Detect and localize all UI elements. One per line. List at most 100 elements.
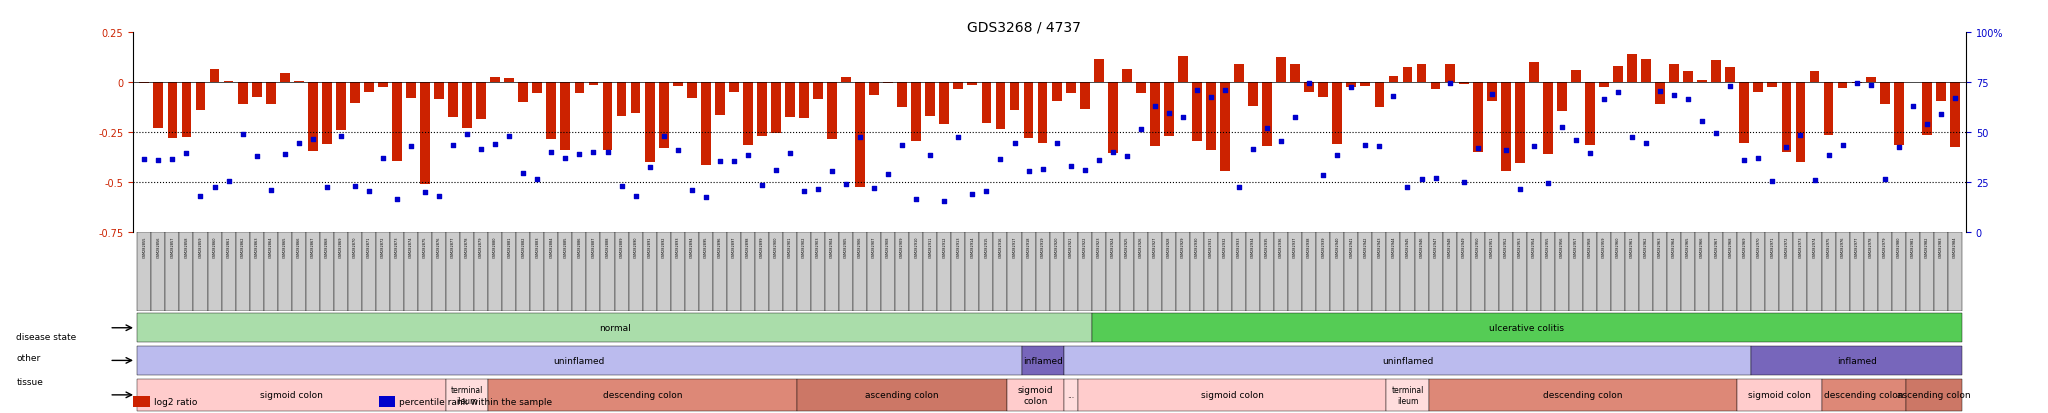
Bar <box>1864 232 1878 312</box>
Text: GSM282952: GSM282952 <box>1503 236 1507 257</box>
Text: GSM282878: GSM282878 <box>465 236 469 257</box>
Bar <box>1894 83 1905 145</box>
Bar <box>897 83 907 107</box>
Point <box>479 142 512 148</box>
Point <box>1278 114 1311 121</box>
Text: GSM282914: GSM282914 <box>971 236 975 257</box>
Point <box>367 155 399 161</box>
Bar <box>137 379 446 411</box>
Bar <box>1178 57 1188 83</box>
Text: GSM282927: GSM282927 <box>1153 236 1157 257</box>
Bar <box>1333 83 1341 144</box>
Text: GSM282895: GSM282895 <box>705 236 709 257</box>
Text: GSM282858: GSM282858 <box>184 236 188 257</box>
Bar <box>1063 232 1077 312</box>
Bar <box>1049 232 1063 312</box>
Bar <box>319 232 334 312</box>
Bar <box>293 82 303 83</box>
Point <box>451 132 483 138</box>
Bar <box>334 232 348 312</box>
Point <box>1853 82 1886 89</box>
Point <box>1251 125 1284 132</box>
Bar <box>1487 83 1497 101</box>
Point <box>1335 85 1368 91</box>
Text: GSM282856: GSM282856 <box>156 236 160 257</box>
Bar <box>840 232 854 312</box>
Bar <box>1360 83 1370 87</box>
Point <box>578 149 610 156</box>
Text: GSM282898: GSM282898 <box>745 236 750 257</box>
Bar <box>1319 83 1329 97</box>
Text: GSM282922: GSM282922 <box>1083 236 1087 257</box>
Bar <box>571 232 586 312</box>
Point <box>690 194 723 201</box>
Point <box>1616 135 1649 141</box>
Point <box>184 194 217 200</box>
Bar <box>965 232 979 312</box>
Point <box>268 152 301 158</box>
Point <box>1657 93 1690 100</box>
Text: uninflamed: uninflamed <box>1382 356 1434 365</box>
Point <box>815 169 848 175</box>
Point <box>985 157 1018 163</box>
Text: normal: normal <box>598 323 631 332</box>
Point <box>1012 169 1044 175</box>
Bar <box>1835 232 1849 312</box>
Text: ...: ... <box>1067 390 1075 399</box>
Bar <box>1276 58 1286 83</box>
Text: GSM282975: GSM282975 <box>1827 236 1831 257</box>
Bar <box>389 232 403 312</box>
Text: GSM282959: GSM282959 <box>1602 236 1606 257</box>
Point <box>942 134 975 141</box>
Bar <box>1386 232 1401 312</box>
Bar <box>305 232 319 312</box>
Text: GSM282932: GSM282932 <box>1223 236 1227 257</box>
Point <box>1573 150 1606 157</box>
Bar <box>1485 232 1499 312</box>
Bar <box>377 232 389 312</box>
Point <box>1882 144 1915 150</box>
Point <box>508 170 541 177</box>
Bar <box>1389 77 1399 83</box>
Text: GSM282931: GSM282931 <box>1208 236 1212 257</box>
Text: GSM282980: GSM282980 <box>1896 236 1901 257</box>
Bar <box>1837 83 1847 89</box>
Text: GDS3268 / 4737: GDS3268 / 4737 <box>967 21 1081 35</box>
Bar <box>1137 83 1145 94</box>
Bar <box>1190 232 1204 312</box>
Point <box>1364 143 1397 150</box>
Text: GSM282868: GSM282868 <box>326 236 330 257</box>
Point <box>1503 186 1536 193</box>
Text: GSM282953: GSM282953 <box>1518 236 1522 257</box>
Bar <box>1053 83 1061 102</box>
Bar <box>1106 232 1120 312</box>
Bar <box>1288 232 1303 312</box>
Text: GSM282877: GSM282877 <box>451 236 455 257</box>
Bar <box>139 83 150 84</box>
Bar <box>532 83 543 94</box>
Bar <box>1638 232 1653 312</box>
Text: GSM282874: GSM282874 <box>410 236 414 257</box>
Text: GSM282944: GSM282944 <box>1391 236 1395 257</box>
Bar <box>1038 83 1047 143</box>
Text: GSM282955: GSM282955 <box>1546 236 1550 257</box>
Bar <box>252 83 262 97</box>
Bar <box>180 232 193 312</box>
Bar <box>1358 232 1372 312</box>
Bar <box>684 232 698 312</box>
Bar <box>614 232 629 312</box>
Text: GSM282946: GSM282946 <box>1419 236 1423 257</box>
Bar <box>1753 83 1763 93</box>
Text: GSM282943: GSM282943 <box>1378 236 1382 257</box>
Bar <box>1122 69 1133 83</box>
Bar <box>1077 379 1386 411</box>
Point <box>1069 167 1102 173</box>
Text: GSM282887: GSM282887 <box>592 236 596 257</box>
Text: GSM282889: GSM282889 <box>621 236 623 257</box>
Bar <box>1430 379 1737 411</box>
Bar <box>659 83 668 149</box>
Point <box>801 186 834 192</box>
Text: GSM282926: GSM282926 <box>1139 236 1143 257</box>
Text: GSM282950: GSM282950 <box>1477 236 1479 257</box>
Bar <box>911 83 922 141</box>
